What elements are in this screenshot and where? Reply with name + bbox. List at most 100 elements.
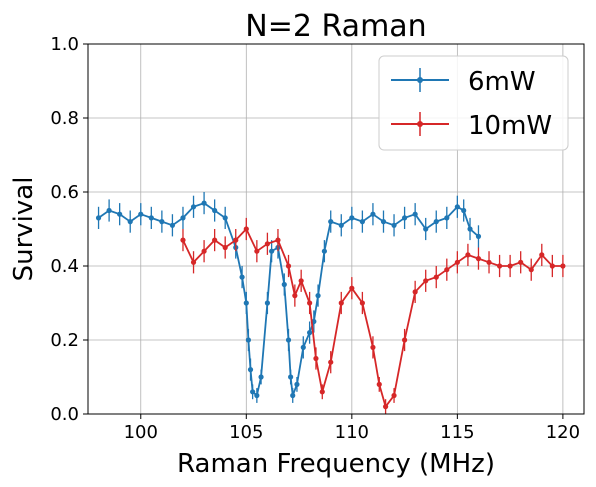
y-tick-label: 0.6	[50, 182, 79, 203]
point-6mw	[180, 215, 186, 221]
point-6mw	[444, 215, 450, 221]
point-6mw	[117, 211, 123, 217]
point-10mw	[486, 259, 492, 265]
point-6mw	[95, 215, 102, 221]
point-6mw	[328, 219, 334, 225]
point-10mw	[180, 237, 186, 243]
point-6mw	[300, 344, 306, 350]
point-6mw	[148, 215, 154, 221]
point-10mw	[298, 278, 304, 284]
point-10mw	[376, 381, 382, 387]
y-tick-label: 0.4	[50, 256, 79, 277]
point-6mw	[290, 392, 296, 399]
point-6mw	[338, 222, 344, 228]
point-6mw	[222, 215, 228, 221]
y-tick-label: 0.8	[50, 108, 79, 129]
point-6mw	[315, 293, 321, 299]
point-10mw	[444, 267, 450, 273]
point-10mw	[518, 259, 524, 265]
point-6mw	[380, 219, 387, 225]
point-6mw	[254, 392, 260, 399]
point-6mw	[321, 248, 327, 254]
point-10mw	[383, 404, 389, 410]
point-10mw	[190, 259, 197, 265]
point-6mw	[269, 248, 275, 254]
x-tick-label: 115	[440, 422, 474, 443]
point-10mw	[560, 263, 566, 269]
point-10mw	[401, 337, 408, 343]
point-10mw	[528, 267, 534, 273]
point-10mw	[328, 359, 334, 365]
point-6mw	[250, 389, 256, 395]
chart-title: N=2 Raman	[245, 9, 426, 44]
legend-marker-10mw	[417, 121, 423, 127]
point-6mw	[423, 226, 429, 232]
point-10mw	[475, 256, 482, 262]
x-tick-label: 105	[229, 422, 263, 443]
point-10mw	[412, 289, 418, 295]
point-10mw	[233, 237, 239, 243]
point-10mw	[433, 274, 439, 280]
y-tick-label: 0.0	[50, 404, 79, 425]
point-6mw	[285, 337, 292, 343]
point-10mw	[307, 300, 313, 306]
x-tick-label: 110	[335, 422, 369, 443]
x-tick-label: 100	[124, 422, 158, 443]
point-10mw	[275, 237, 281, 243]
plot-frame	[87, 43, 585, 415]
point-10mw	[313, 355, 319, 362]
point-10mw	[549, 263, 555, 269]
point-10mw	[319, 389, 325, 395]
series-10mw	[180, 217, 566, 414]
point-6mw	[401, 215, 408, 221]
point-10mw	[338, 300, 344, 306]
point-6mw	[239, 274, 245, 280]
point-10mw	[496, 263, 503, 269]
point-6mw	[247, 367, 254, 373]
x-axis-ticks: 100 105 110 115 120	[124, 414, 580, 443]
legend-marker-6mw	[417, 77, 423, 83]
point-6mw	[159, 219, 165, 225]
point-6mw	[412, 211, 418, 217]
line-10mw	[182, 227, 563, 409]
point-10mw	[391, 392, 397, 399]
y-tick-label: 1.0	[50, 34, 79, 55]
point-6mw	[475, 233, 482, 239]
point-6mw	[288, 374, 294, 380]
point-10mw	[539, 252, 545, 258]
point-10mw	[285, 263, 292, 269]
point-6mw	[461, 207, 467, 214]
point-6mw	[169, 222, 176, 228]
point-6mw	[258, 374, 264, 380]
point-10mw	[201, 248, 207, 254]
point-10mw	[349, 285, 355, 291]
point-6mw	[454, 204, 460, 210]
point-6mw	[281, 281, 287, 288]
legend: 6mW 10mW	[378, 55, 569, 151]
point-10mw	[243, 226, 249, 232]
y-axis-ticks: 0.0 0.2 0.4 0.6 0.8 1.0	[50, 34, 88, 425]
point-6mw	[127, 219, 133, 225]
point-6mw	[138, 211, 144, 217]
point-6mw	[433, 219, 439, 225]
point-6mw	[201, 200, 207, 206]
legend-label-6mw: 6mW	[468, 67, 536, 97]
point-6mw	[294, 381, 300, 387]
point-10mw	[465, 252, 471, 258]
point-10mw	[507, 263, 513, 269]
point-6mw	[370, 211, 376, 217]
point-6mw	[467, 226, 473, 232]
point-6mw	[212, 207, 218, 214]
x-tick-label: 120	[546, 422, 580, 443]
y-axis-label: Survival	[9, 177, 39, 282]
legend-label-10mw: 10mW	[468, 111, 552, 141]
point-10mw	[264, 241, 271, 247]
point-6mw	[264, 300, 271, 306]
point-10mw	[359, 300, 365, 306]
point-10mw	[212, 237, 218, 243]
point-10mw	[454, 259, 460, 265]
y-tick-label: 0.2	[50, 330, 79, 351]
point-6mw	[307, 330, 313, 336]
point-6mw	[349, 215, 355, 221]
point-6mw	[190, 204, 197, 210]
